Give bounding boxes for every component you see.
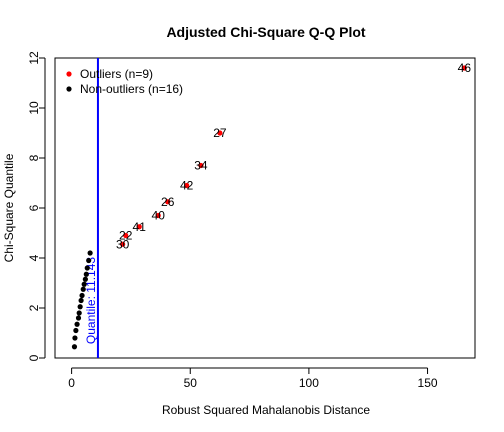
data-point — [80, 286, 86, 292]
point-label: 26 — [161, 195, 175, 209]
x-axis-title: Robust Squared Mahalanobis Distance — [162, 403, 370, 417]
data-point — [461, 65, 467, 71]
point-label: 34 — [194, 159, 208, 173]
legend-marker — [66, 86, 72, 92]
data-point — [78, 297, 84, 304]
point-label: 27 — [213, 126, 227, 140]
data-point — [77, 304, 83, 310]
data-point — [120, 241, 126, 247]
y-tick-label: 8 — [27, 154, 41, 161]
point-label: 42 — [180, 179, 194, 193]
data-point — [81, 281, 87, 287]
legend-label: Outliers (n=9) — [80, 67, 153, 81]
data-point — [155, 212, 161, 219]
point-label: 30 — [116, 237, 130, 251]
x-axis: 0 50 100 150 — [68, 367, 438, 390]
data-point — [72, 335, 78, 341]
x-tick-label: 100 — [299, 376, 319, 390]
y-axis-title: Chi-Square Quantile — [2, 153, 16, 262]
y-tick-label: 12 — [27, 51, 41, 65]
data-point — [198, 162, 204, 169]
cutoff-layer: Quantile: 11.143 — [84, 58, 99, 358]
y-tick-label: 0 — [27, 354, 41, 361]
legend-marker — [66, 71, 72, 77]
point-label: 41 — [133, 220, 147, 234]
y-tick-label: 10 — [27, 101, 41, 115]
chart-title: Adjusted Chi-Square Q-Q Plot — [166, 24, 365, 40]
point-label: 46 — [458, 61, 472, 75]
data-point — [75, 315, 82, 321]
data-point — [71, 344, 78, 350]
data-point — [82, 276, 88, 282]
x-tick-label: 150 — [418, 376, 438, 390]
data-point — [217, 130, 223, 136]
legend: Outliers (n=9)Non-outliers (n=16) — [66, 67, 183, 96]
data-point — [86, 257, 92, 264]
data-point — [83, 271, 89, 277]
data-point — [184, 182, 190, 189]
data-point — [74, 321, 80, 327]
point-label: 22 — [119, 229, 133, 243]
legend-label: Non-outliers (n=16) — [80, 82, 183, 96]
plot-box — [54, 57, 476, 359]
x-tick-label: 0 — [68, 376, 75, 390]
data-point — [84, 265, 90, 271]
data-point — [165, 199, 171, 205]
y-tick-label: 6 — [27, 204, 41, 211]
y-tick-label: 4 — [27, 254, 41, 261]
x-tick-label: 50 — [184, 376, 198, 390]
data-point — [123, 232, 129, 239]
point-label: 40 — [152, 209, 166, 223]
data-point — [87, 250, 93, 256]
y-axis: 0 2 4 6 8 10 12 — [27, 51, 46, 361]
data-point — [73, 327, 79, 334]
data-point — [136, 224, 142, 230]
data-point — [76, 310, 82, 316]
data-point — [79, 292, 85, 299]
y-tick-label: 2 — [27, 304, 41, 311]
